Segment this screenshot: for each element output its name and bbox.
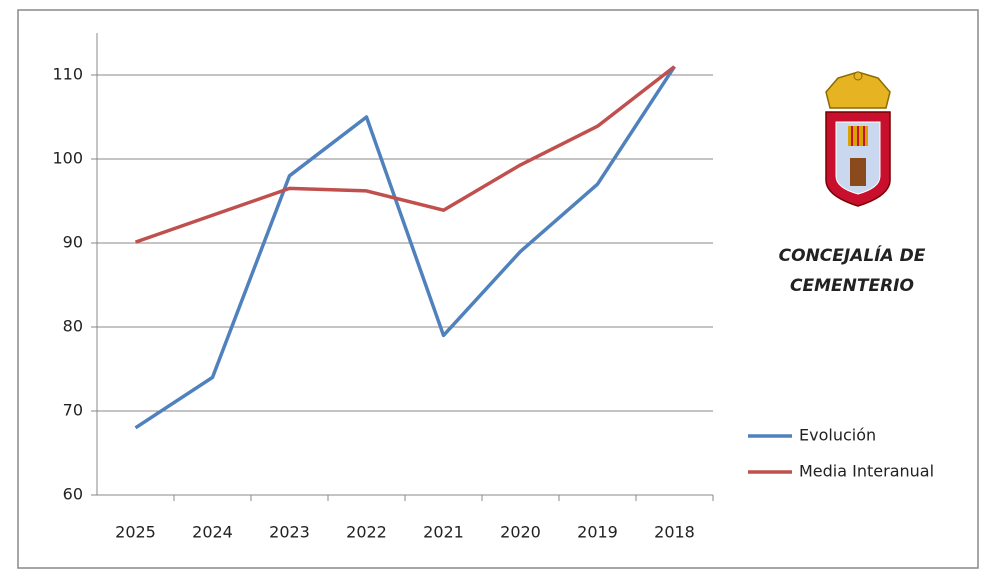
y-tick-label: 90 bbox=[63, 233, 83, 252]
x-tick-label: 2019 bbox=[577, 523, 618, 542]
chart-frame bbox=[17, 9, 979, 569]
y-tick-label: 60 bbox=[63, 485, 83, 504]
y-tick-label: 100 bbox=[52, 149, 83, 168]
x-tick-label: 2024 bbox=[192, 523, 233, 542]
legend-label: Evolución bbox=[799, 426, 876, 445]
chart-title: CEMENTERIO bbox=[790, 276, 914, 296]
x-tick-label: 2018 bbox=[654, 523, 695, 542]
legend-label: Media Interanual bbox=[799, 462, 934, 481]
x-tick-label: 2025 bbox=[115, 523, 156, 542]
x-tick-label: 2021 bbox=[423, 523, 464, 542]
x-tick-label: 2023 bbox=[269, 523, 310, 542]
x-tick-label: 2022 bbox=[346, 523, 387, 542]
y-tick-label: 70 bbox=[63, 401, 83, 420]
chart-title: CONCEJALÍA DE bbox=[779, 244, 926, 266]
x-tick-label: 2020 bbox=[500, 523, 541, 542]
y-tick-label: 110 bbox=[52, 65, 83, 84]
series-line bbox=[134, 65, 676, 430]
y-tick-label: 80 bbox=[63, 317, 83, 336]
coat-of-arms bbox=[825, 71, 891, 207]
series-line bbox=[134, 65, 676, 244]
